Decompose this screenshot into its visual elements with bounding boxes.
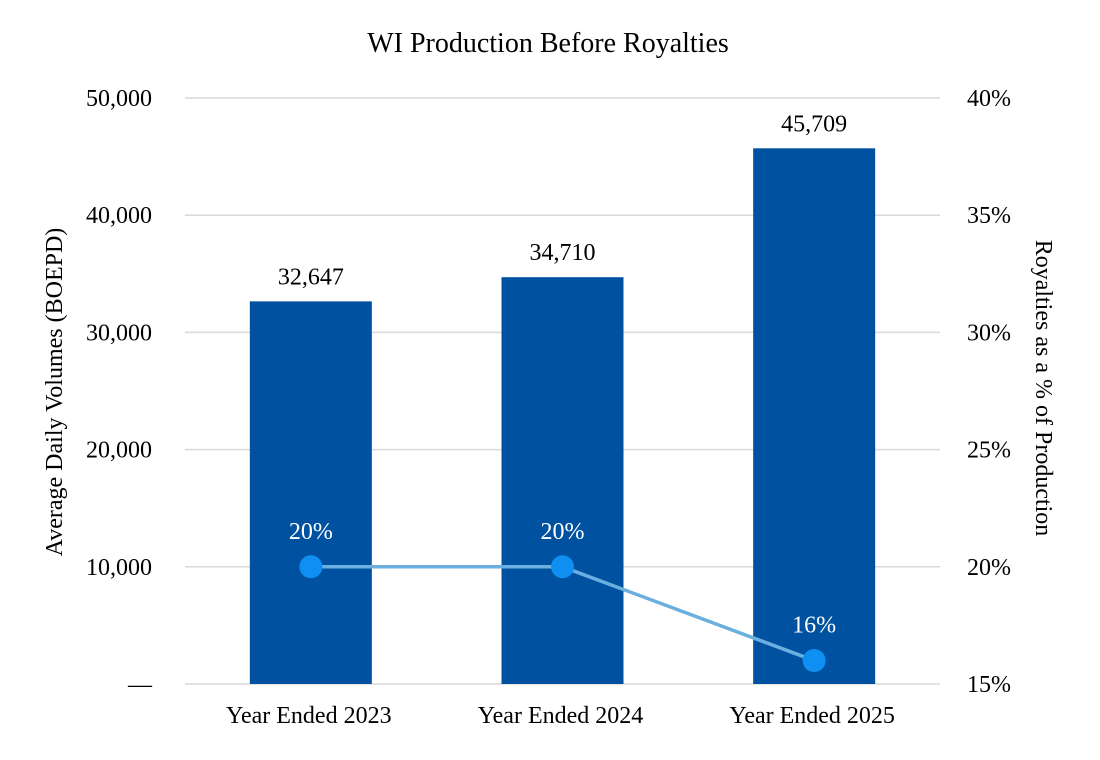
chart-title: WI Production Before Royalties (367, 28, 729, 59)
royalty-pct-label: 20% (289, 519, 333, 545)
left-tick-label: — (127, 672, 153, 698)
bar (501, 277, 624, 684)
bar-series (249, 148, 876, 684)
left-tick-label: 30,000 (86, 320, 152, 346)
category-label: Year Ended 2024 (478, 703, 644, 729)
bar-value-label: 32,647 (278, 264, 344, 290)
left-tick-label: 50,000 (86, 86, 152, 112)
line-series: 20% 20% 16% (289, 519, 836, 673)
bar-value-label: 34,710 (530, 240, 596, 266)
x-axis-ticks: Year Ended 2023 Year Ended 2024 Year Ended… (226, 703, 895, 729)
bar-data-labels: 32,647 34,710 45,709 (278, 111, 847, 290)
right-tick-label: 40% (967, 86, 1011, 112)
right-axis-title: Royalties as a % of Production (1030, 240, 1056, 537)
left-tick-label: 20,000 (86, 438, 152, 464)
right-axis-ticks: 15% 20% 25% 30% 35% 40% (967, 86, 1011, 698)
bar (753, 148, 876, 684)
bar-value-label: 45,709 (781, 111, 847, 137)
left-axis-title: Average Daily Volumes (BOEPD) (42, 228, 68, 557)
right-tick-label: 30% (967, 320, 1011, 346)
royalty-pct-label: 16% (792, 613, 836, 639)
left-tick-label: 10,000 (86, 555, 152, 581)
right-tick-label: 25% (967, 438, 1011, 464)
royalty-point (802, 649, 826, 673)
right-tick-label: 15% (967, 672, 1011, 698)
royalty-pct-label: 20% (541, 519, 585, 545)
royalty-point (299, 555, 323, 579)
royalty-point (551, 555, 574, 579)
bar (249, 301, 372, 684)
left-tick-label: 40,000 (86, 203, 152, 229)
right-tick-label: 35% (967, 203, 1011, 229)
category-label: Year Ended 2025 (729, 703, 895, 729)
left-axis-ticks: — 10,000 20,000 30,000 40,000 50,000 (86, 86, 153, 698)
category-label: Year Ended 2023 (226, 703, 392, 729)
right-tick-label: 20% (967, 555, 1011, 581)
